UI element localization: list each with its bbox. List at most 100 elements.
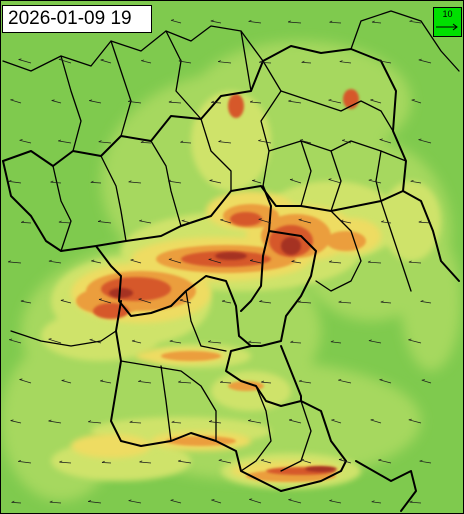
wind-arrow <box>420 301 432 304</box>
wind-arrow <box>168 101 182 104</box>
wind-arrow-head <box>130 259 134 261</box>
wind-arrow <box>370 99 382 104</box>
wind-arrow <box>209 180 222 184</box>
wind-arrow-head <box>139 460 143 463</box>
wind-arrow <box>61 380 72 384</box>
district-border <box>350 10 460 72</box>
wind-arrow <box>138 381 152 384</box>
wind-arrow-head <box>89 338 93 341</box>
wind-arrow-head <box>178 459 182 462</box>
wind-arrow-head <box>220 218 224 221</box>
wind-arrow-head <box>170 19 174 21</box>
wind-arrow-head <box>20 299 24 302</box>
wind-arrow-head <box>61 379 65 381</box>
wind-arrow-head <box>128 180 132 183</box>
wind-arrow <box>298 380 312 384</box>
wind-arrow <box>208 341 222 344</box>
wind-arrow-head <box>181 219 185 222</box>
wind-arrow <box>58 140 72 144</box>
wind-arrow-head <box>252 179 256 181</box>
wind-arrow <box>89 339 102 344</box>
wind-arrow-head <box>408 338 412 341</box>
wind-arrow-head <box>179 298 183 301</box>
district-border <box>120 360 217 442</box>
district-border <box>52 165 72 252</box>
district-border <box>185 290 227 352</box>
wind-arrow <box>288 100 302 104</box>
wind-arrow-head <box>219 380 223 383</box>
wind-arrow <box>129 421 142 424</box>
wind-arrow <box>218 61 232 64</box>
reference-arrow-icon <box>436 23 458 31</box>
wind-arrow <box>329 261 342 264</box>
wind-arrow-head <box>210 19 214 22</box>
wind-arrow-head <box>168 179 172 182</box>
wind-arrow-head <box>248 19 252 22</box>
wind-arrow <box>101 462 112 464</box>
wind-arrow-head <box>258 218 262 220</box>
district-border <box>330 150 342 212</box>
wind-arrow-head <box>58 139 62 142</box>
wind-arrow-head <box>11 500 15 503</box>
wind-arrow-head <box>342 139 346 141</box>
wind-arrow <box>379 139 392 144</box>
wind-arrow <box>250 101 262 104</box>
wind-arrow <box>8 181 22 184</box>
wind-arrow <box>340 220 352 224</box>
wind-arrow <box>11 502 22 504</box>
wind-arrow <box>379 379 392 384</box>
wind-arrow <box>368 340 382 344</box>
wind-arrow-head <box>58 220 62 223</box>
wind-arrow-head <box>301 60 305 63</box>
wind-arrow-head <box>248 419 252 421</box>
wind-arrow-head <box>290 340 294 343</box>
wind-arrow-head <box>378 59 382 62</box>
district-border <box>150 140 182 227</box>
district-border <box>300 140 407 162</box>
wind-arrow <box>408 339 422 344</box>
wind-arrow-head <box>60 299 64 301</box>
timestamp-label: 2026-01-09 19 <box>2 5 152 33</box>
wind-arrow <box>48 260 62 264</box>
wind-arrow-head <box>409 19 413 22</box>
wind-arrow-head <box>59 460 63 463</box>
district-border <box>380 200 412 292</box>
wind-arrow-head <box>141 59 145 62</box>
wind-arrow-head <box>129 420 133 423</box>
wind-arrow <box>128 500 142 504</box>
wind-arrow <box>209 421 222 424</box>
wind-arrow <box>381 221 392 224</box>
wind-arrow-head <box>10 419 14 421</box>
wind-arrow-head <box>19 139 23 141</box>
wind-arrow-head <box>328 260 333 263</box>
wind-arrow-head <box>381 220 385 223</box>
wind-arrow <box>138 298 152 304</box>
wind-arrow-head <box>297 300 301 303</box>
wind-arrow <box>288 499 302 504</box>
wind-arrow-head <box>98 298 102 300</box>
state-border <box>280 345 302 402</box>
district-border <box>110 40 132 137</box>
wind-arrow <box>100 380 112 384</box>
wind-arrow <box>370 419 382 424</box>
wind-arrow-head <box>379 138 383 140</box>
wind-arrow <box>338 301 352 304</box>
wind-arrow <box>418 139 432 144</box>
wind-arrow <box>252 180 262 184</box>
wind-arrow-head <box>250 259 254 261</box>
wind-arrow <box>329 500 342 504</box>
state-border <box>95 245 252 347</box>
wind-arrow <box>8 261 22 264</box>
district-border <box>60 55 82 152</box>
wind-arrow-head <box>21 220 25 223</box>
wind-arrow <box>301 62 312 64</box>
wind-arrow <box>58 221 72 224</box>
wind-arrow <box>49 501 62 504</box>
wind-arrow-head <box>209 420 213 422</box>
district-border <box>10 330 117 347</box>
wind-arrow <box>341 139 352 144</box>
wind-arrow-head <box>48 338 52 340</box>
wind-arrow-head <box>421 379 425 381</box>
wind-arrow <box>408 419 422 424</box>
wind-arrow <box>90 182 102 184</box>
